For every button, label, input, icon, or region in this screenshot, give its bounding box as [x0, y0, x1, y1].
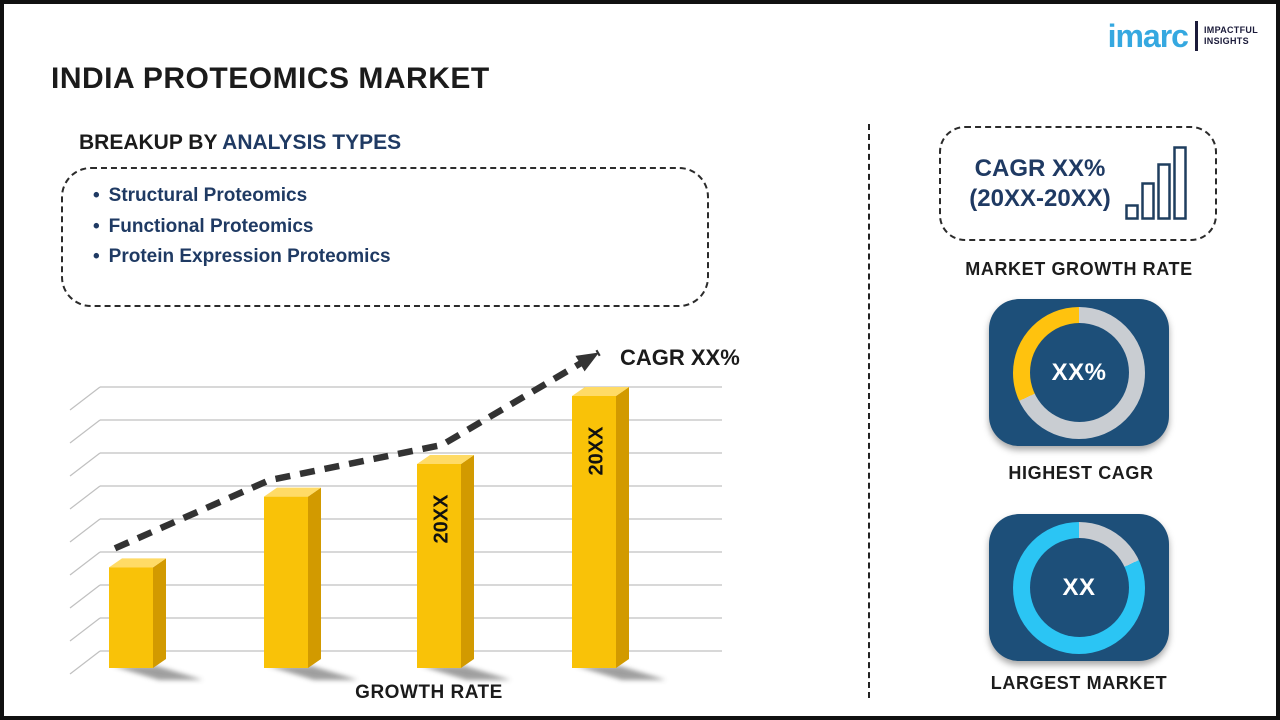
- cagr-period-line: (20XX-20XX): [969, 184, 1111, 212]
- logo-tagline-top: IMPACTFUL: [1203, 25, 1258, 35]
- x-axis-label: GROWTH RATE: [355, 682, 503, 703]
- imarc-logo: imarc IMPACTFUL INSIGHTS: [1108, 20, 1258, 52]
- section-divider: [868, 124, 870, 698]
- cagr-trend-label: CAGR XX%: [620, 345, 740, 370]
- svg-text:20XX: 20XX: [430, 494, 452, 544]
- logo-tagline: IMPACTFUL INSIGHTS: [1204, 25, 1258, 47]
- bar-chart-icon: [1124, 146, 1187, 220]
- list-item: Protein Expression Proteomics: [93, 242, 687, 273]
- largest-market-value: XX: [1029, 538, 1129, 637]
- largest-market-label: LARGEST MARKET: [990, 673, 1168, 693]
- imarc-logo-wordmark: imarc: [1107, 18, 1189, 54]
- highest-cagr-card: XX%: [989, 299, 1169, 446]
- cagr-value-line: CAGR XX%: [974, 154, 1106, 182]
- svg-text:20XX: 20XX: [585, 426, 607, 476]
- logo-divider: [1194, 21, 1198, 51]
- largest-market-donut-chart: XX: [1013, 521, 1145, 654]
- list-item: Functional Proteomics: [93, 212, 687, 243]
- cagr-summary-text: CAGR XX% (20XX-20XX): [969, 154, 1110, 214]
- breakup-heading-highlight: ANALYSIS TYPES: [222, 131, 402, 154]
- highest-cagr-donut-chart: XX%: [1013, 306, 1145, 439]
- market-growth-rate-label: MARKET GROWTH RATE: [965, 259, 1193, 279]
- largest-market-card: XX: [989, 514, 1169, 661]
- highest-cagr-label: HIGHEST CAGR: [1008, 463, 1154, 483]
- highest-cagr-value: XX%: [1029, 323, 1129, 422]
- page-title: INDIA PROTEOMICS MARKET: [51, 62, 490, 95]
- logo-tagline-bottom: INSIGHTS: [1203, 36, 1249, 46]
- cagr-summary-box: CAGR XX% (20XX-20XX): [939, 126, 1217, 241]
- list-item: Structural Proteomics: [93, 181, 687, 212]
- breakup-heading-prefix: BREAKUP BY: [79, 131, 223, 154]
- breakup-heading: BREAKUP BY ANALYSIS TYPES: [79, 131, 401, 155]
- growth-rate-bar-chart: 20XX 20XX: [69, 349, 722, 680]
- analysis-types-box: Structural Proteomics Functional Proteom…: [61, 167, 709, 307]
